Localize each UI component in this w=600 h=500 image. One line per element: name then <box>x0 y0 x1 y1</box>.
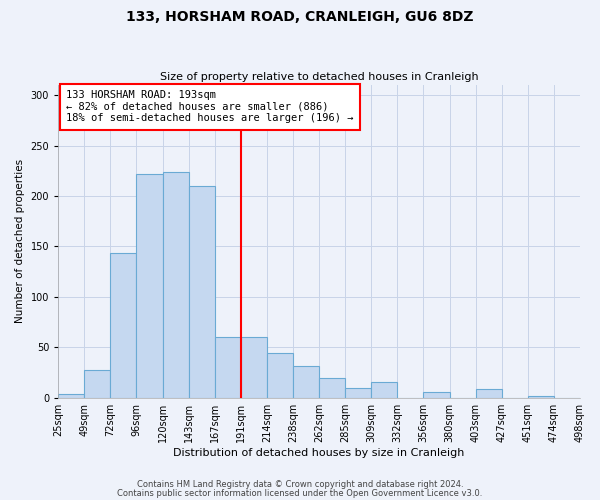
X-axis label: Distribution of detached houses by size in Cranleigh: Distribution of detached houses by size … <box>173 448 465 458</box>
Y-axis label: Number of detached properties: Number of detached properties <box>15 160 25 324</box>
Bar <box>476 388 502 398</box>
Bar <box>110 254 136 398</box>
Text: Contains HM Land Registry data © Crown copyright and database right 2024.: Contains HM Land Registry data © Crown c… <box>137 480 463 489</box>
Bar <box>84 370 110 398</box>
Text: Contains public sector information licensed under the Open Government Licence v3: Contains public sector information licen… <box>118 488 482 498</box>
Bar <box>163 172 188 398</box>
Bar <box>241 337 267 398</box>
Bar <box>136 174 163 398</box>
Bar <box>267 354 293 398</box>
Bar <box>424 392 449 398</box>
Bar <box>188 186 215 398</box>
Bar <box>293 366 319 398</box>
Bar <box>345 388 371 398</box>
Title: Size of property relative to detached houses in Cranleigh: Size of property relative to detached ho… <box>160 72 478 82</box>
Bar <box>371 382 397 398</box>
Bar <box>319 378 345 398</box>
Text: 133, HORSHAM ROAD, CRANLEIGH, GU6 8DZ: 133, HORSHAM ROAD, CRANLEIGH, GU6 8DZ <box>126 10 474 24</box>
Bar <box>215 337 241 398</box>
Text: 133 HORSHAM ROAD: 193sqm
← 82% of detached houses are smaller (886)
18% of semi-: 133 HORSHAM ROAD: 193sqm ← 82% of detach… <box>66 90 353 124</box>
Bar <box>58 394 84 398</box>
Bar <box>528 396 554 398</box>
